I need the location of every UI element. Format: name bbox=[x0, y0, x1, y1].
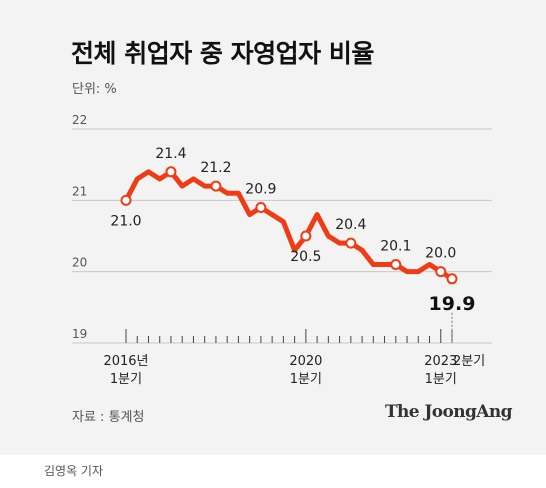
unit-label: 단위: % bbox=[72, 82, 117, 97]
source-label: 자료 : 통계청 bbox=[72, 410, 145, 425]
data-point-marker bbox=[446, 273, 458, 285]
x-tick-label: 1분기 bbox=[425, 372, 457, 387]
data-point-marker bbox=[300, 230, 312, 242]
x-tick-label: 2분기 bbox=[453, 354, 485, 369]
chart-title: 전체 취업자 중 자영업자 비율 bbox=[71, 39, 374, 68]
data-label: 20.0 bbox=[425, 246, 456, 262]
data-point-marker bbox=[120, 194, 132, 206]
brand-logo: The JoongAng bbox=[385, 402, 513, 422]
x-tick-label: 2023 bbox=[424, 354, 457, 369]
data-label: 20.4 bbox=[335, 217, 366, 233]
byline: 김영옥 기자 bbox=[44, 464, 104, 478]
data-label: 20.1 bbox=[380, 239, 411, 255]
data-point-marker bbox=[345, 237, 357, 249]
data-label: 20.5 bbox=[290, 249, 321, 265]
line-chart: 19 20 21 22 2016년 1분기 2020 1분기 2023 1분기 2분기 21.0 21.… bbox=[72, 113, 492, 387]
data-label: 21.4 bbox=[155, 146, 186, 162]
series-line bbox=[123, 169, 455, 282]
data-label: 19.9 bbox=[429, 293, 476, 315]
x-tick-label: 1분기 bbox=[290, 372, 322, 387]
data-label: 21.0 bbox=[110, 213, 141, 229]
y-tick-label: 19 bbox=[72, 327, 87, 341]
data-label: 20.9 bbox=[245, 181, 276, 197]
x-tick-label: 2020 bbox=[289, 354, 322, 369]
chart-card bbox=[0, 0, 546, 455]
data-point-marker bbox=[390, 259, 402, 271]
data-label: 21.2 bbox=[200, 160, 231, 176]
data-point-marker bbox=[255, 201, 267, 213]
y-tick-label: 20 bbox=[72, 256, 87, 270]
x-tick-label: 1분기 bbox=[110, 372, 142, 387]
y-tick-label: 21 bbox=[72, 184, 87, 198]
data-point-marker bbox=[165, 166, 177, 178]
data-point-marker bbox=[210, 180, 222, 192]
y-tick-label: 22 bbox=[72, 113, 87, 127]
x-tick-label: 2016년 bbox=[103, 354, 148, 369]
data-point-marker bbox=[435, 266, 447, 278]
